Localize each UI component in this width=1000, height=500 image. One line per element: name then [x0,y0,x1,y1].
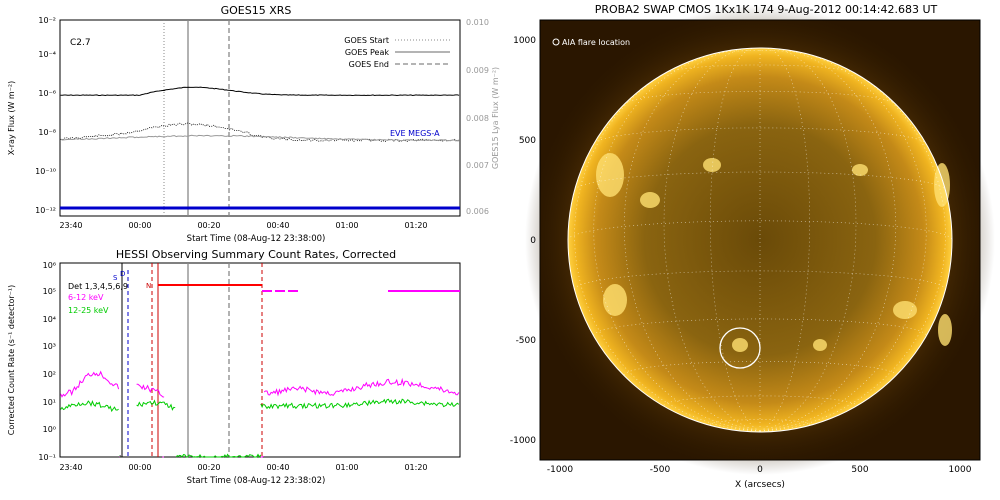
hessi-x-axis: 23:40 00:00 00:20 00:40 01:00 01:20 [59,463,427,472]
hessi-ytick: 10⁴ [43,315,56,324]
hessi-panel: HESSI Observing Summary Count Rates, Cor… [7,248,461,486]
goes-ytick-right: 0.006 [466,207,489,216]
latitude-line [624,91,896,104]
heliographic-grid [567,47,953,432]
goes-xtick: 01:20 [404,221,427,230]
hessi-12-25-series [60,398,460,458]
flare-legend-symbol [552,38,560,46]
hessi-ytick: 10⁻¹ [38,453,56,462]
goes-plot-frame [59,19,461,217]
goes-ytick: 10⁻⁸ [38,128,56,137]
hessi-xtick: 01:00 [335,463,358,472]
hessi-ytick: 10³ [43,342,56,351]
hessi-xtick: 23:40 [59,463,82,472]
swap-ytick: -1000 [510,436,536,446]
swap-xtick: 1000 [949,465,972,475]
swap-ytick: 0 [530,236,536,246]
latitude-line [623,361,897,376]
goes-xtick: 00:20 [197,221,220,230]
goes-ytick: 10⁻¹² [35,206,56,215]
eve-label: EVE MEGS-A [390,129,440,138]
goes-xlabel: Start Time (08-Aug-12 23:38:00) [187,234,326,244]
goes-xtick: 23:40 [59,221,82,230]
latitude-line [663,395,857,406]
goes-title: GOES15 XRS [221,4,292,17]
hessi-xlabel: Start Time (08-Aug-12 23:38:02) [187,476,326,486]
hessi-legend: Det 1,3,4,5,6,9 6-12 keV 12-25 keV [68,282,128,315]
hessi-ytick: 10⁵ [43,287,56,296]
goes-ylabel-right: GOES15 Lya Flux (W m⁻²) [491,67,500,169]
latitude-line [567,220,953,241]
flare-class-label: C2.7 [70,38,91,48]
goes-x-axis: 23:40 00:00 00:20 00:40 01:00 01:20 [59,221,427,230]
marker-d: D [120,270,125,278]
swap-xtick: 0 [757,465,763,475]
hessi-xtick: 01:20 [404,463,427,472]
swap-xtick: -500 [650,465,671,475]
legend-goes-start: GOES Start [344,36,389,45]
goes-xtick: 01:00 [335,221,358,230]
swap-y-axis: 1000 500 0 -500 -1000 [510,36,536,446]
hessi-y-axis: 10⁻¹ 10⁰ 10¹ 10² 10³ 10⁴ 10⁵ 10⁶ [38,261,56,462]
solar-disk [568,48,952,432]
goes-ytick: 10⁻¹⁰ [35,167,56,176]
legend-goes-peak: GOES Peak [345,48,390,57]
hessi-ytick: 10¹ [43,398,56,407]
longitude-line [759,49,897,432]
legend-6-12: 6-12 keV [68,293,104,302]
goes-panel: GOES15 XRS C2.7 EVE MEGS-A GOES Start GO… [7,4,500,244]
goes-right-axis: 0.006 0.007 0.008 0.009 0.010 [466,18,489,216]
hessi-xtick: 00:20 [197,463,220,472]
hessi-xtick: 00:40 [266,463,289,472]
longitude-line [623,49,761,432]
swap-ytick: -500 [516,336,537,346]
legend-goes-end: GOES End [349,60,389,69]
latitude-line [574,171,946,191]
xray-long-series [60,86,460,97]
goes-ytick: 10⁻² [38,16,56,25]
swap-xtick: -1000 [547,465,573,475]
longitude-line [759,47,810,432]
lya-series [60,134,460,142]
goes-ylabel-left: X-ray Flux (W m⁻²) [7,81,16,156]
swap-panel: PROBA2 SWAP CMOS 1Kx1K 174 9-Aug-2012 00… [510,3,995,490]
hessi-plot-frame [59,262,461,458]
hessi-ytick: 10⁶ [43,261,56,270]
goes-left-axis: 10⁻¹² 10⁻¹⁰ 10⁻⁸ 10⁻⁶ 10⁻⁴ 10⁻² [35,16,56,215]
goes-ytick-right: 0.009 [466,66,489,75]
hessi-xtick: 00:00 [128,463,151,472]
swap-xtick: 500 [851,465,868,475]
longitude-line [663,48,761,432]
goes-xtick: 00:00 [128,221,151,230]
flare-location-circle [719,327,761,369]
hessi-title: HESSI Observing Summary Count Rates, Cor… [116,248,396,261]
longitude-line [759,48,857,432]
hessi-ylabel: Corrected Count Rate (s⁻¹ detector⁻¹) [7,285,16,436]
goes-xtick: 00:40 [266,221,289,230]
marker-s: S [113,274,118,282]
active-regions [596,153,952,352]
swap-ytick: 500 [519,136,536,146]
goes-legend: GOES Start GOES Peak GOES End [344,36,450,69]
flare-location-label: AIA flare location [562,38,630,47]
goes-ytick: 10⁻⁴ [38,50,56,59]
marker-n: N [146,282,151,290]
legend-12-25: 12-25 keV [68,306,109,315]
goes-ytick-right: 0.010 [466,18,489,27]
swap-ytick: 1000 [513,36,536,46]
longitude-line [710,47,761,432]
goes-ytick-right: 0.007 [466,161,489,170]
hessi-ytick: 10² [43,370,56,379]
swap-xlabel: X (arcsecs) [735,480,785,490]
legend-det: Det 1,3,4,5,6,9 [68,282,128,291]
goes-ytick: 10⁻⁶ [38,89,56,98]
swap-x-axis: -1000 -500 0 500 1000 [547,465,972,475]
goes-ytick-right: 0.008 [466,114,489,123]
hessi-ytick: 10⁰ [43,425,56,434]
